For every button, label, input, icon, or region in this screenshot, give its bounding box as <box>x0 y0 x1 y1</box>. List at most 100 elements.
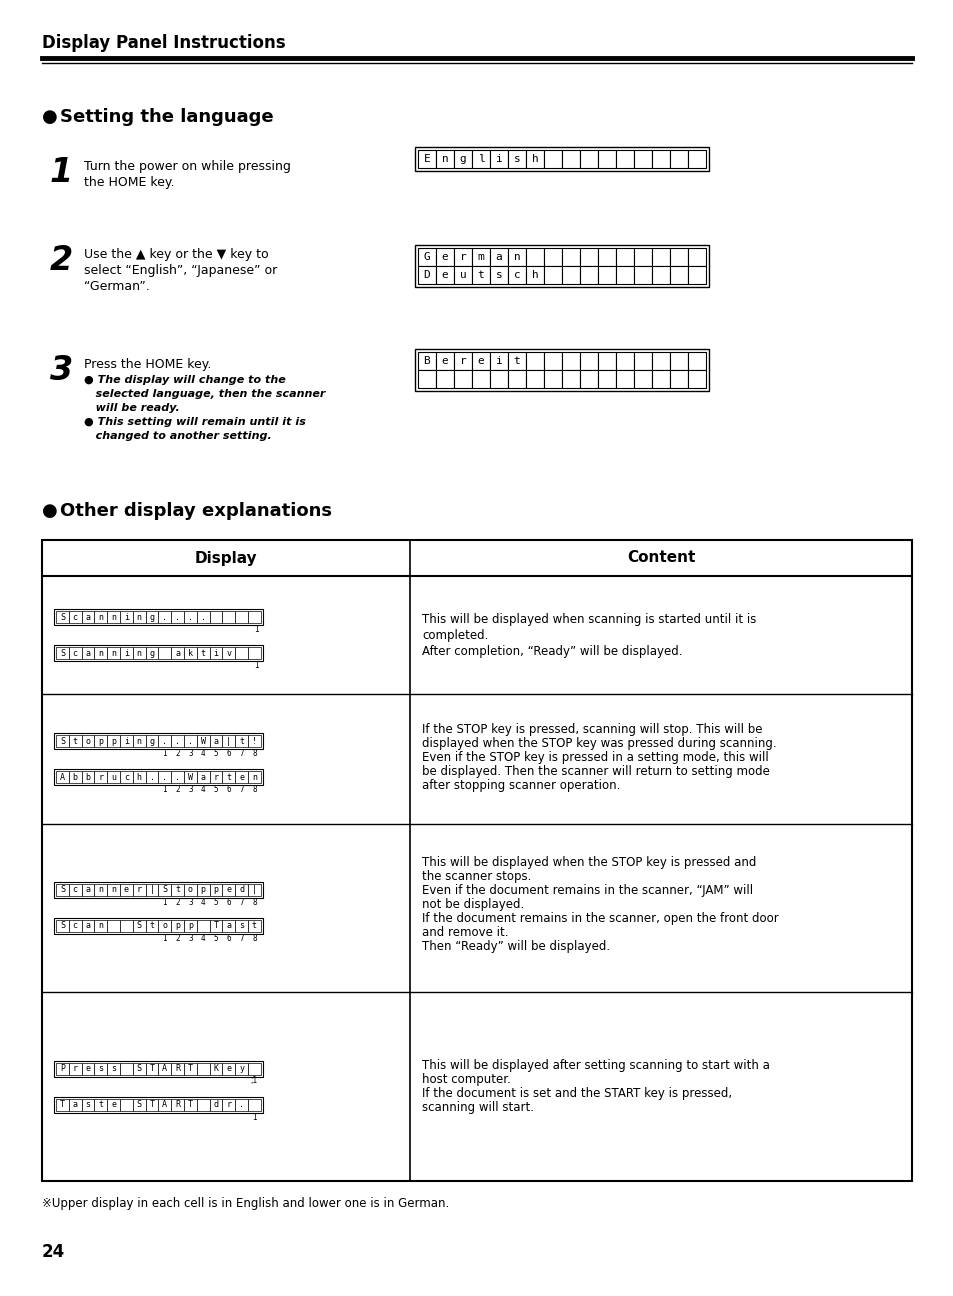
Text: .: . <box>162 613 167 622</box>
Bar <box>235 771 248 783</box>
Bar <box>634 150 651 168</box>
Bar <box>132 1099 146 1111</box>
Bar <box>94 920 107 932</box>
Bar <box>222 1063 235 1074</box>
Bar <box>107 884 120 896</box>
Bar <box>146 771 158 783</box>
Text: 8: 8 <box>252 898 256 907</box>
Bar <box>171 610 184 623</box>
Text: 1: 1 <box>162 934 167 943</box>
Text: r: r <box>72 1064 77 1073</box>
Bar <box>146 610 158 623</box>
Text: n: n <box>136 613 142 622</box>
Bar <box>82 647 94 658</box>
Bar <box>158 920 171 932</box>
Text: T: T <box>188 1064 193 1073</box>
Text: n: n <box>513 251 519 262</box>
Bar <box>525 248 543 266</box>
Text: r: r <box>136 885 142 894</box>
Text: .: . <box>175 772 180 781</box>
Text: S: S <box>60 921 65 931</box>
Text: ;1: ;1 <box>251 1077 257 1086</box>
Text: y: y <box>239 1064 244 1073</box>
Bar <box>56 884 69 896</box>
Text: If the STOP key is pressed, scanning will stop. This will be: If the STOP key is pressed, scanning wil… <box>421 723 761 736</box>
Text: S: S <box>60 648 65 657</box>
Text: 2: 2 <box>175 785 180 794</box>
Bar <box>687 353 705 369</box>
Bar <box>158 610 171 623</box>
Bar <box>415 349 708 391</box>
Text: A: A <box>162 1100 167 1109</box>
Bar <box>132 610 146 623</box>
Text: 5: 5 <box>213 934 218 943</box>
Text: p: p <box>175 921 180 931</box>
Text: |: | <box>226 736 231 745</box>
Bar <box>579 248 598 266</box>
Text: T: T <box>60 1100 65 1109</box>
Text: Setting the language: Setting the language <box>60 108 274 126</box>
Bar <box>94 1063 107 1074</box>
Text: 6: 6 <box>226 934 231 943</box>
Bar <box>472 150 490 168</box>
Bar <box>69 920 82 932</box>
Bar <box>616 353 634 369</box>
Text: 1: 1 <box>50 156 73 189</box>
Text: 2: 2 <box>175 934 180 943</box>
Bar <box>42 540 911 1181</box>
Text: 4: 4 <box>201 898 205 907</box>
Bar <box>248 647 260 658</box>
Bar <box>69 1099 82 1111</box>
Bar <box>651 150 669 168</box>
Bar <box>507 248 525 266</box>
Text: h: h <box>531 154 537 165</box>
Text: e: e <box>441 356 448 365</box>
Text: .: . <box>175 613 180 622</box>
Bar <box>687 248 705 266</box>
Bar <box>54 1060 262 1077</box>
Text: Even if the document remains in the scanner, “JAM” will: Even if the document remains in the scan… <box>421 884 752 897</box>
Text: This will be displayed after setting scanning to start with a: This will be displayed after setting sca… <box>421 1059 769 1072</box>
Text: This will be displayed when scanning is started until it is: This will be displayed when scanning is … <box>421 613 756 626</box>
Text: l: l <box>477 154 484 165</box>
Text: ※Upper display in each cell is in English and lower one is in German.: ※Upper display in each cell is in Englis… <box>42 1198 449 1210</box>
Bar <box>132 735 146 746</box>
Text: e: e <box>441 251 448 262</box>
Bar <box>146 884 158 896</box>
Text: s: s <box>513 154 519 165</box>
Bar <box>54 883 262 898</box>
Bar <box>507 353 525 369</box>
Bar <box>543 150 561 168</box>
Bar <box>507 266 525 284</box>
Text: 7: 7 <box>239 898 244 907</box>
Bar <box>184 647 196 658</box>
Bar <box>525 266 543 284</box>
Bar <box>415 245 708 286</box>
Bar <box>235 735 248 746</box>
Bar <box>184 1063 196 1074</box>
Text: ●: ● <box>42 502 58 520</box>
Bar <box>69 1063 82 1074</box>
Text: e: e <box>477 356 484 365</box>
Bar <box>184 884 196 896</box>
Text: t: t <box>477 270 484 280</box>
Text: 3: 3 <box>188 934 193 943</box>
Text: not be displayed.: not be displayed. <box>421 898 524 911</box>
Bar <box>525 353 543 369</box>
Text: ●: ● <box>42 108 58 126</box>
Text: 4: 4 <box>201 785 205 794</box>
Bar <box>579 150 598 168</box>
Text: c: c <box>124 772 129 781</box>
Bar <box>669 248 687 266</box>
Bar <box>94 610 107 623</box>
Text: W: W <box>188 772 193 781</box>
Bar <box>171 884 184 896</box>
Bar <box>669 353 687 369</box>
Bar <box>210 1063 222 1074</box>
Bar <box>184 920 196 932</box>
Text: c: c <box>72 921 77 931</box>
Bar <box>472 353 490 369</box>
Bar <box>687 150 705 168</box>
Text: s: s <box>111 1064 116 1073</box>
Text: |: | <box>252 885 256 894</box>
